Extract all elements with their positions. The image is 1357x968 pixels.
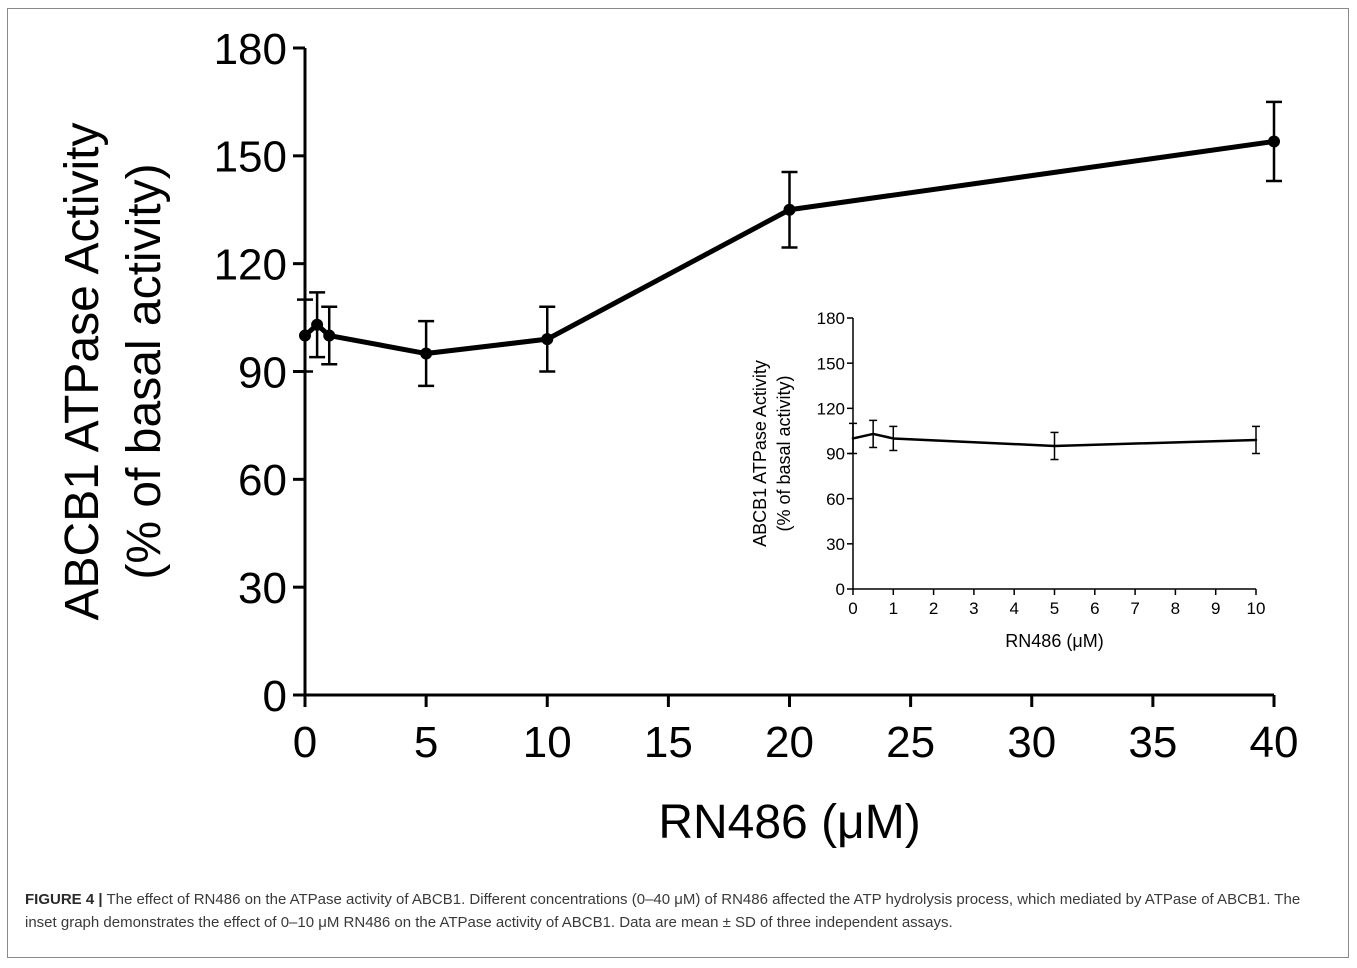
- figure-caption: FIGURE 4 | The effect of RN486 on the AT…: [25, 888, 1325, 934]
- main-y-tick-label: 0: [263, 672, 287, 721]
- inset-x-tick-label: 7: [1130, 599, 1139, 618]
- main-y-tick-label: 30: [238, 564, 287, 613]
- inset-x-tick-label: 1: [889, 599, 898, 618]
- main-y-tick-label: 60: [238, 456, 287, 505]
- inset-x-tick-label: 9: [1211, 599, 1220, 618]
- main-data-point: [783, 203, 796, 216]
- main-data-point: [299, 329, 311, 342]
- main-x-tick-label: 20: [765, 718, 814, 767]
- main-y-tick-label: 120: [214, 241, 287, 290]
- inset-x-tick-label: 5: [1050, 599, 1059, 618]
- inset-y-axis-label: ABCB1 ATPase Activity: [750, 360, 770, 547]
- inset-y-tick-label: 180: [817, 309, 845, 328]
- inset-y-tick-label: 30: [826, 535, 845, 554]
- main-x-tick-label: 0: [293, 718, 317, 767]
- main-x-tick-label: 15: [644, 718, 693, 767]
- main-x-tick-label: 40: [1250, 718, 1299, 767]
- main-x-tick-label: 10: [523, 718, 572, 767]
- main-x-tick-label: 30: [1007, 718, 1056, 767]
- main-data-point: [541, 333, 554, 346]
- inset-y-tick-label: 90: [826, 445, 845, 464]
- main-x-axis-label: RN486 (μM): [658, 796, 920, 849]
- inset-x-tick-label: 0: [848, 599, 857, 618]
- inset-y-tick-label: 150: [817, 354, 845, 373]
- main-data-point: [420, 347, 433, 360]
- inset-x-tick-label: 4: [1009, 599, 1018, 618]
- main-y-axis-label: ABCB1 ATPase Activity: [56, 123, 109, 621]
- inset-y-tick-label: 0: [836, 580, 845, 599]
- caption-label: FIGURE 4 |: [25, 891, 103, 908]
- main-x-tick-label: 5: [414, 718, 438, 767]
- main-data-point: [1268, 135, 1280, 148]
- main-y-tick-label: 180: [214, 25, 287, 74]
- inset-x-tick-label: 8: [1171, 599, 1180, 618]
- inset-x-tick-label: 10: [1247, 599, 1266, 618]
- main-x-tick-label: 25: [886, 718, 935, 767]
- main-y-axis-label-line2: (% of basal activity): [118, 163, 171, 579]
- main-data-point: [311, 318, 324, 331]
- main-data-point: [323, 329, 336, 342]
- main-x-tick-label: 35: [1128, 718, 1177, 767]
- main-y-tick-label: 150: [214, 133, 287, 182]
- inset-x-tick-label: 6: [1090, 599, 1099, 618]
- main-y-tick-label: 90: [238, 348, 287, 397]
- inset-x-tick-label: 2: [929, 599, 938, 618]
- inset-y-tick-label: 120: [817, 399, 845, 418]
- inset-y-axis-label-line2: (% of basal activity): [774, 375, 794, 531]
- inset-chart: 0 30 60 90 120 150 180 0 1 2 3 4 5 6 7 8 9 10 RN486 (μM) AB…: [750, 309, 1265, 651]
- inset-x-axis-label: RN486 (μM): [1005, 631, 1103, 651]
- caption-text: The effect of RN486 on the ATPase activi…: [25, 891, 1301, 931]
- figure-frame: [7, 8, 1349, 958]
- inset-x-tick-label: 3: [969, 599, 978, 618]
- inset-y-tick-label: 60: [826, 490, 845, 509]
